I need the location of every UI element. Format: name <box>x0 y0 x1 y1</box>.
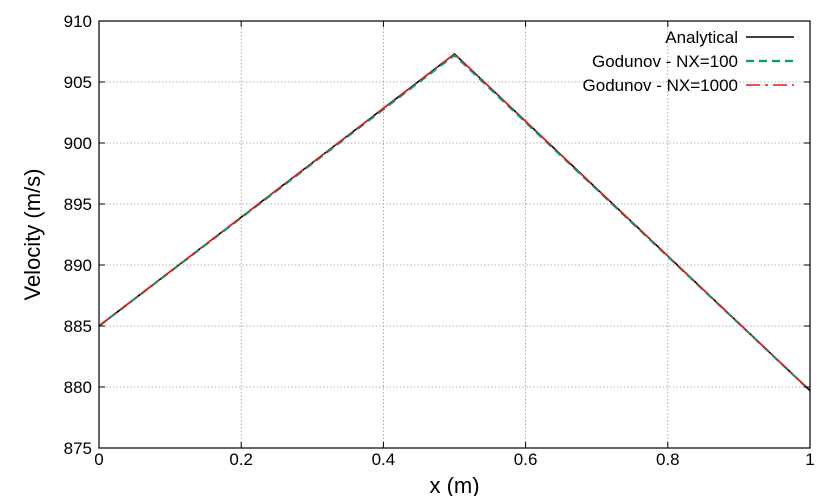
x-tick-label: 0.2 <box>229 450 253 469</box>
ticks <box>98 20 811 449</box>
series-lines <box>98 52 811 392</box>
y-tick-label: 890 <box>64 256 92 275</box>
grid <box>99 21 810 448</box>
legend-label-1: Analytical <box>665 28 738 47</box>
y-tick-label: 895 <box>64 195 92 214</box>
y-tick-label: 880 <box>64 378 92 397</box>
y-axis-label: Velocity (m/s) <box>20 168 45 300</box>
y-tick-label: 875 <box>64 439 92 458</box>
x-tick-label: 0.4 <box>372 450 396 469</box>
x-tick-label: 0.8 <box>656 450 680 469</box>
y-tick-label: 900 <box>64 134 92 153</box>
y-tick-label: 910 <box>64 12 92 31</box>
y-tick-label: 905 <box>64 73 92 92</box>
series-line-2 <box>98 53 811 392</box>
x-tick-label: 1 <box>805 450 814 469</box>
tick-labels: 0 0.2 0.4 0.6 0.8 1 875 880 885 890 895 900 905 910 <box>64 12 815 469</box>
legend-label-2: Godunov - NX=100 <box>592 52 738 71</box>
x-tick-label: 0.6 <box>514 450 538 469</box>
series-line-3 <box>98 52 811 392</box>
legend: Analytical Godunov - NX=100 Godunov - NX=1… <box>583 28 794 95</box>
y-tick-label: 885 <box>64 317 92 336</box>
plot-frame <box>98 20 811 449</box>
legend-label-3: Godunov - NX=1000 <box>583 76 738 95</box>
x-tick-label: 0 <box>94 450 103 469</box>
series-line-1 <box>98 52 811 392</box>
x-axis-label: x (m) <box>429 473 479 496</box>
